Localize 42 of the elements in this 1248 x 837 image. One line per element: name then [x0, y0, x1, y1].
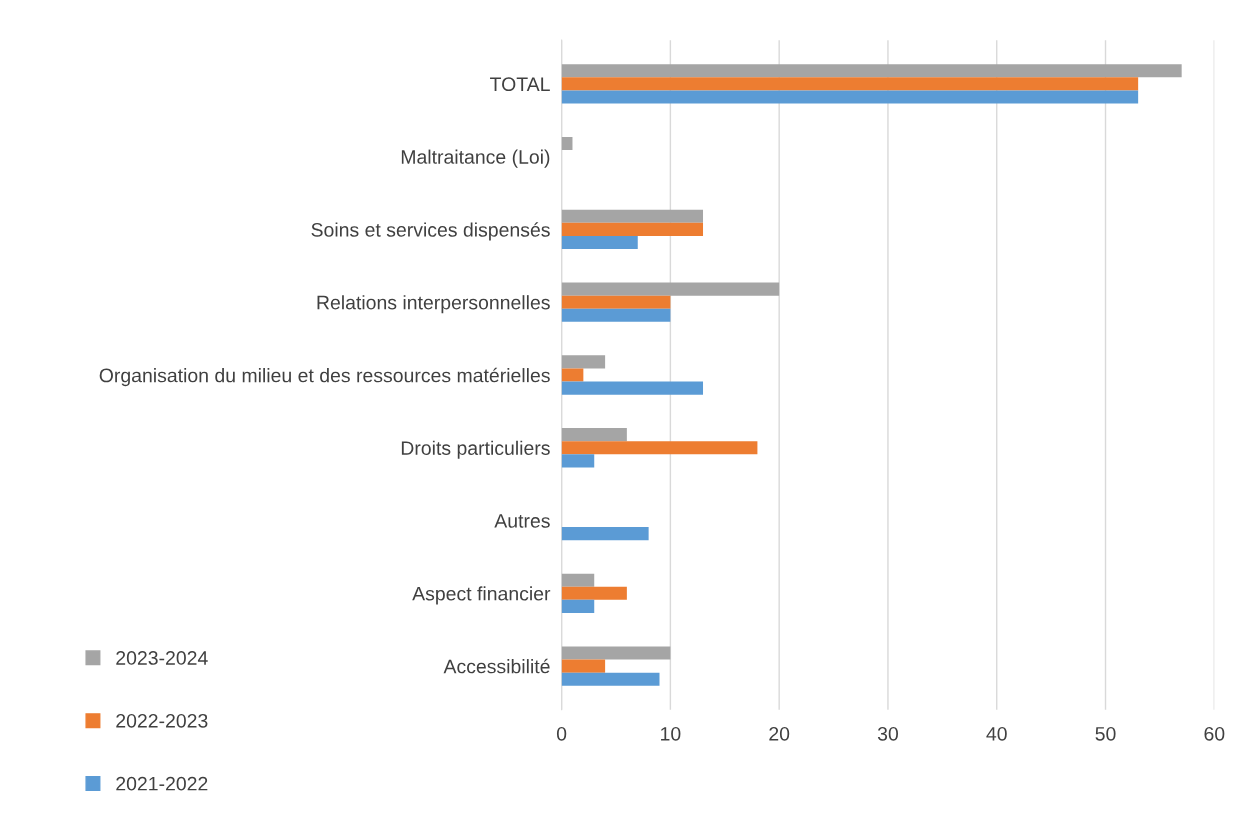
- bar: [561, 368, 584, 382]
- y-tick-label: Autres: [494, 514, 550, 528]
- x-tick-label: 0: [556, 726, 567, 741]
- bar: [561, 355, 606, 369]
- y-tick-label: Organisation du milieu et des ressources matérielles: [99, 367, 550, 387]
- bar: [561, 235, 638, 250]
- y-tick-label: Aspect financier: [412, 586, 551, 605]
- legend-label: 2021-2022: [116, 776, 208, 791]
- x-tick-label: 50: [1095, 726, 1116, 741]
- bar: [561, 646, 671, 660]
- x-tick-label: 30: [877, 726, 899, 741]
- bar: [561, 90, 1139, 104]
- bar: [561, 527, 649, 541]
- bar: [561, 428, 627, 442]
- bar: [561, 586, 627, 600]
- bar: [561, 209, 704, 223]
- bar: [561, 136, 573, 151]
- bar: [561, 282, 780, 296]
- y-tick-label: Maltraitance (Loi): [401, 149, 550, 168]
- bar: [561, 454, 595, 468]
- x-tick-label: 10: [661, 726, 681, 741]
- bar: [561, 222, 704, 236]
- y-tick-label: Relations interpersonnelles: [317, 295, 550, 314]
- bar: [561, 295, 671, 309]
- y-tick-label: TOTAL: [490, 77, 550, 92]
- y-tick-label: Droits particuliers: [401, 440, 550, 459]
- x-tick-label: 20: [769, 726, 790, 741]
- bar: [561, 441, 758, 455]
- bar: [561, 659, 606, 673]
- legend-label: 2023-2024: [116, 651, 208, 665]
- y-tick-label: Soins et services dispensés: [311, 222, 550, 241]
- bar: [561, 599, 595, 613]
- x-tick-label: 60: [1204, 726, 1225, 741]
- bar: [561, 381, 704, 395]
- legend-label: 2022-2023: [116, 713, 208, 728]
- bar: [561, 64, 1182, 78]
- y-tick-label: Accessibilité: [443, 658, 550, 674]
- bar: [561, 77, 1139, 91]
- bar: [561, 672, 660, 686]
- bar: [561, 573, 595, 587]
- bar: [561, 308, 671, 322]
- x-tick-label: 40: [986, 726, 1007, 741]
